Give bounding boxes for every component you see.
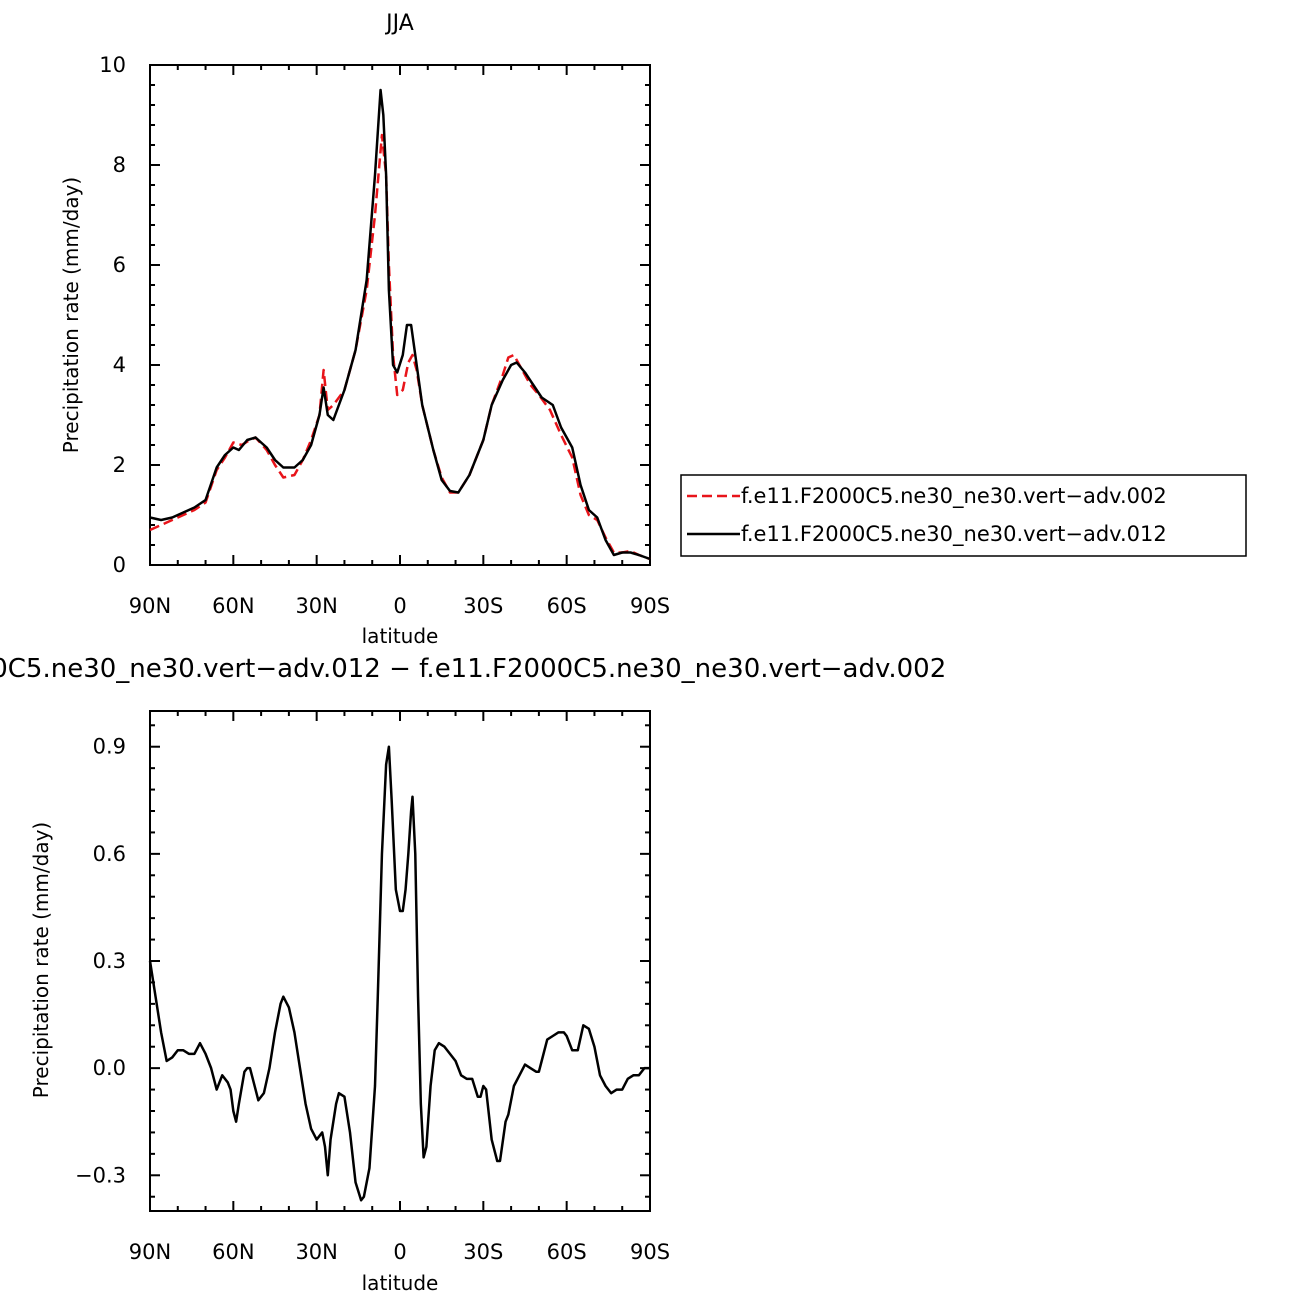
y-tick-label: 0.6	[93, 842, 126, 866]
bottom-series-group	[148, 745, 650, 1202]
x-tick-label: 30S	[463, 594, 503, 618]
x-tick-label: 0	[393, 1240, 406, 1264]
y-tick-label: −0.3	[75, 1163, 126, 1187]
top-x-axis-label: latitude	[362, 624, 439, 648]
bottom-difference-panel: f.e11.F2000C5.ne30_ne30.vert−adv.012 − f…	[0, 654, 946, 1295]
top-plot-frame	[149, 64, 651, 566]
top-y-axis-label: Precipitation rate (mm/day)	[59, 177, 83, 453]
y-tick-label: 6	[113, 253, 126, 277]
y-tick-label: 10	[99, 53, 126, 77]
x-tick-label: 60N	[212, 1240, 254, 1264]
series-line-0-1	[149, 88, 651, 561]
top-panel-title: JJA	[384, 11, 414, 36]
x-tick-label: 60N	[212, 594, 254, 618]
x-tick-label: 30N	[295, 594, 337, 618]
y-tick-label: 0.0	[93, 1056, 126, 1080]
x-tick-label: 0	[393, 594, 406, 618]
legend-box	[680, 474, 1247, 557]
y-tick-label: 4	[113, 353, 126, 377]
bottom-axis-ticks: 90N 60N 30N 0 30S 60S 90S −0.3 0.0 0.3 0.6 0.9	[75, 711, 670, 1264]
x-tick-label: 60S	[547, 594, 587, 618]
y-tick-label: 0	[113, 553, 126, 577]
x-tick-label: 90N	[129, 1240, 171, 1264]
x-tick-label: 30S	[463, 1240, 503, 1264]
x-tick-label: 90S	[630, 1240, 670, 1264]
x-tick-label: 30N	[295, 1240, 337, 1264]
x-tick-label: 90N	[129, 594, 171, 618]
x-tick-label: 60S	[547, 1240, 587, 1264]
legend-label-012: f.e11.F2000C5.ne30_ne30.vert−adv.012	[741, 522, 1167, 547]
series-line-0-0	[149, 133, 651, 561]
series-line-1-0	[148, 745, 650, 1202]
bottom-plot-frame	[149, 710, 651, 1212]
y-tick-label: 0.3	[93, 949, 126, 973]
y-tick-label: 2	[113, 453, 126, 477]
x-tick-label: 90S	[630, 594, 670, 618]
bottom-x-axis-label: latitude	[362, 1271, 439, 1295]
bottom-panel-title: f.e11.F2000C5.ne30_ne30.vert−adv.012 − f…	[0, 654, 946, 684]
y-tick-label: 8	[113, 153, 126, 177]
bottom-y-axis-label: Precipitation rate (mm/day)	[29, 822, 53, 1098]
top-series-group	[149, 88, 651, 561]
legend-label-002: f.e11.F2000C5.ne30_ne30.vert−adv.002	[741, 484, 1167, 509]
y-tick-label: 0.9	[93, 735, 126, 759]
legend: f.e11.F2000C5.ne30_ne30.vert−adv.002 f.e…	[680, 474, 1247, 557]
top-axis-ticks: 90N 60N 30N 0 30S 60S 90S 0 2 4 6 8 10	[99, 53, 670, 618]
